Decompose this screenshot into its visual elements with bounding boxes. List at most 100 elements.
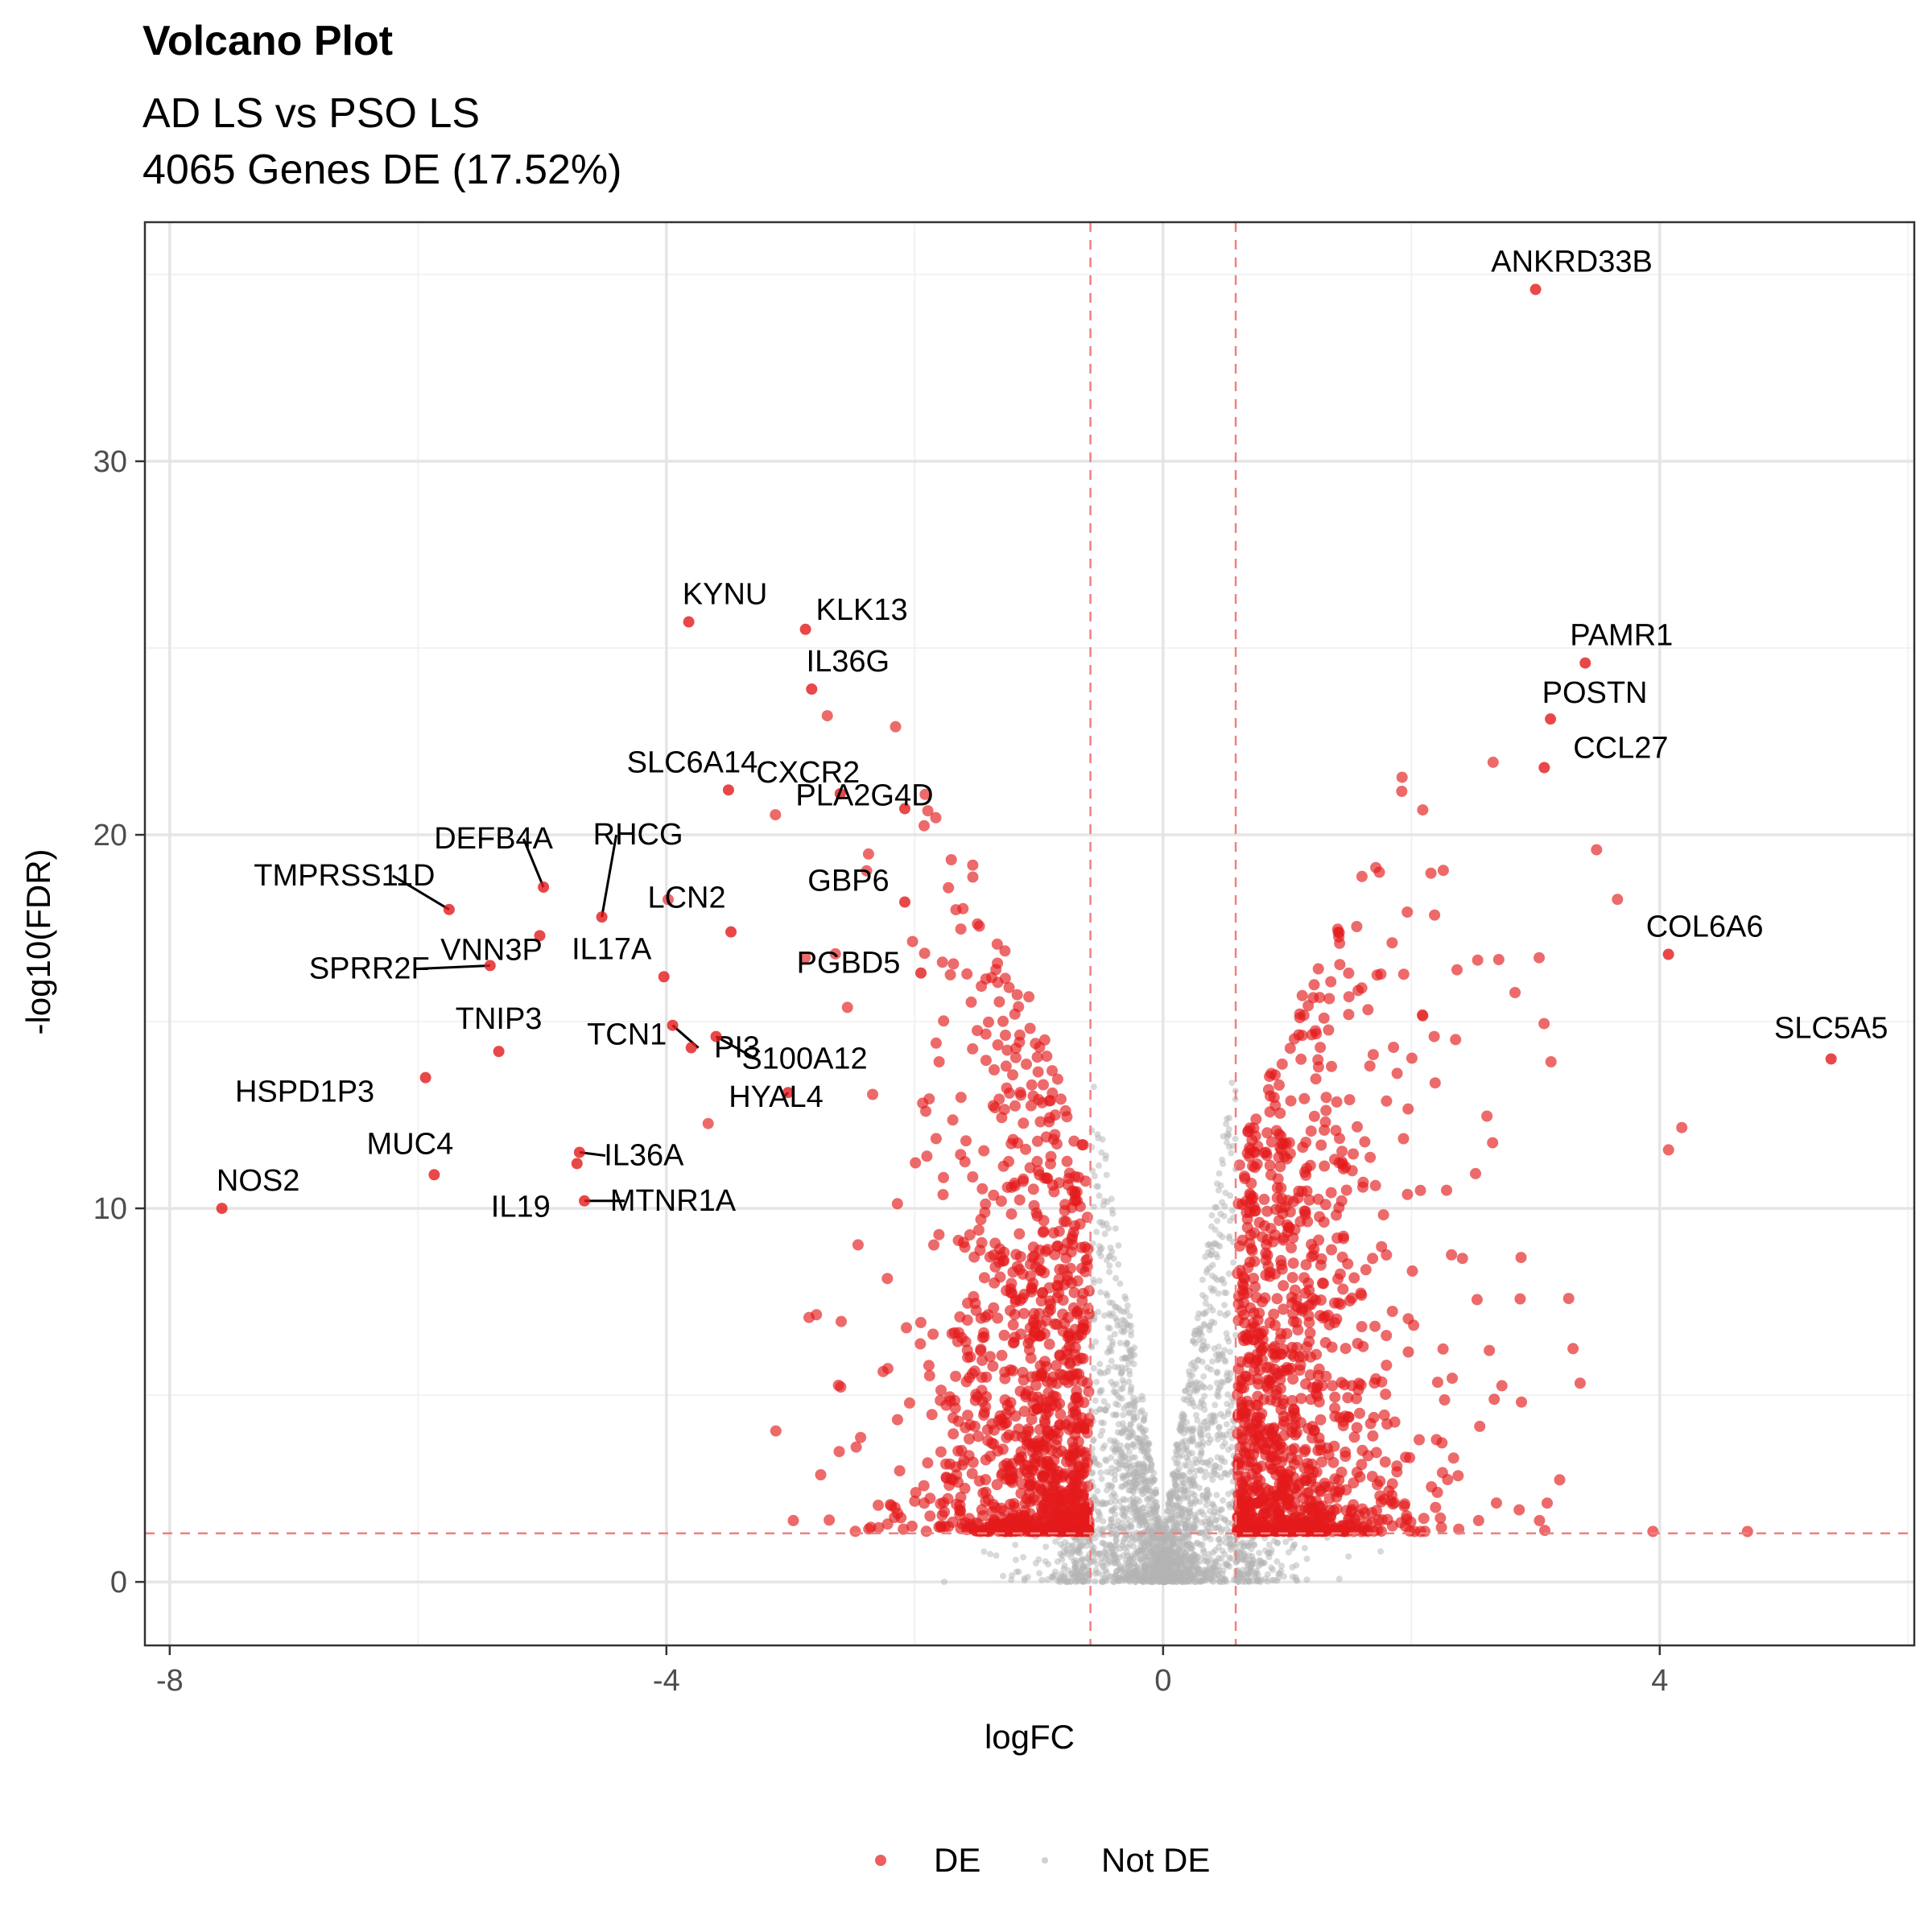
de-point [1071, 1385, 1083, 1397]
not-de-point [1220, 1289, 1228, 1296]
not-de-point [1114, 1322, 1121, 1329]
not-de-point [1100, 1419, 1107, 1426]
de-point [1042, 1173, 1054, 1184]
not-de-point [1203, 1266, 1211, 1274]
not-de-point [1117, 1545, 1124, 1552]
not-de-point [1198, 1346, 1205, 1353]
not-de-point [1122, 1355, 1129, 1362]
not-de-point [1254, 1571, 1261, 1578]
de-point [1377, 1209, 1389, 1221]
de-point [944, 1458, 956, 1470]
de-point [1248, 1273, 1260, 1284]
de-point [1041, 1376, 1053, 1388]
de-point [1380, 1389, 1392, 1400]
de-point [1291, 1454, 1303, 1466]
de-point [1264, 1159, 1276, 1171]
de-point [1398, 1500, 1410, 1512]
not-de-point [1075, 1547, 1082, 1554]
not-de-point [1150, 1470, 1158, 1476]
not-de-point [1100, 1501, 1107, 1508]
not-de-point [1106, 1269, 1113, 1276]
not-de-point [1225, 1125, 1232, 1133]
de-point [1311, 1379, 1323, 1391]
de-point [1262, 1525, 1274, 1537]
not-de-point [1211, 1504, 1218, 1511]
de-point [1331, 1491, 1343, 1503]
de-point [1359, 1136, 1371, 1148]
de-point [1059, 1205, 1071, 1216]
gene-label-sprr2f: SPRR2F [309, 952, 430, 985]
de-point [1008, 1336, 1020, 1348]
de-point [1545, 1056, 1557, 1067]
not-de-point [1114, 1517, 1121, 1525]
de-point [950, 1370, 962, 1382]
not-de-point [1137, 1518, 1144, 1525]
de-point [1315, 1253, 1327, 1265]
de-point [1045, 1298, 1056, 1311]
not-de-point [1125, 1409, 1133, 1416]
de-point [867, 1088, 878, 1100]
gene-point-slc5a5 [1825, 1053, 1837, 1065]
de-point [1077, 1323, 1089, 1334]
not-de-point [1101, 1230, 1108, 1237]
gene-label-hspd1p3: HSPD1P3 [235, 1075, 374, 1109]
not-de-point [1036, 1570, 1043, 1577]
not-de-point [1103, 1457, 1110, 1464]
de-point [1310, 1073, 1322, 1085]
de-point [1015, 1089, 1027, 1101]
not-de-point [1192, 1364, 1199, 1370]
de-point [1471, 1294, 1483, 1306]
not-de-point [1078, 1555, 1085, 1563]
de-point [1265, 1169, 1277, 1181]
de-point [1567, 1343, 1579, 1355]
de-point [980, 1055, 992, 1067]
not-de-point [1196, 1328, 1203, 1335]
not-de-point [1073, 1560, 1080, 1567]
de-point [938, 1171, 949, 1183]
not-de-point [1183, 1525, 1190, 1533]
de-point [1261, 1380, 1273, 1392]
not-de-point [1214, 1454, 1221, 1461]
de-point [1302, 1521, 1314, 1533]
de-point [1027, 1183, 1039, 1195]
de-point [1238, 1382, 1249, 1394]
not-de-point [1210, 1563, 1217, 1571]
de-point [965, 996, 977, 1008]
de-point [1286, 1297, 1298, 1309]
not-de-point [1103, 1545, 1109, 1552]
de-point [1563, 1293, 1575, 1304]
de-point [1040, 1435, 1052, 1447]
not-de-point [1096, 1462, 1103, 1469]
not-de-point [1229, 1207, 1236, 1214]
not-de-point [1199, 1358, 1206, 1365]
gene-point-rhcg [596, 911, 608, 923]
de-point [1437, 865, 1449, 877]
de-point [983, 1016, 994, 1028]
de-point [1030, 1379, 1042, 1391]
de-point [1239, 1317, 1251, 1329]
not-de-point [1097, 1289, 1104, 1296]
de-point [1391, 1466, 1403, 1478]
de-point [1298, 1205, 1311, 1217]
not-de-point [1188, 1575, 1195, 1583]
de-point [1303, 1194, 1315, 1206]
not-de-point [1097, 1432, 1104, 1439]
not-de-point [1092, 1534, 1099, 1542]
de-point [1045, 1158, 1056, 1170]
gene-label-mtnr1a: MTNR1A [610, 1184, 737, 1218]
de-point [894, 1465, 906, 1477]
gene-label-defb4a: DEFB4A [434, 822, 553, 856]
de-point [1310, 1025, 1321, 1037]
not-de-point [1207, 1303, 1214, 1311]
de-point [1325, 976, 1337, 988]
de-point [952, 1476, 964, 1488]
de-point [920, 1105, 931, 1117]
de-point [1240, 1195, 1252, 1208]
de-point [978, 1145, 990, 1157]
not-de-point [1109, 1339, 1117, 1346]
de-point [1257, 1296, 1268, 1308]
not-de-point [1183, 1542, 1190, 1550]
not-de-point [1225, 1143, 1232, 1150]
not-de-point [1113, 1439, 1120, 1447]
de-point [936, 956, 948, 968]
